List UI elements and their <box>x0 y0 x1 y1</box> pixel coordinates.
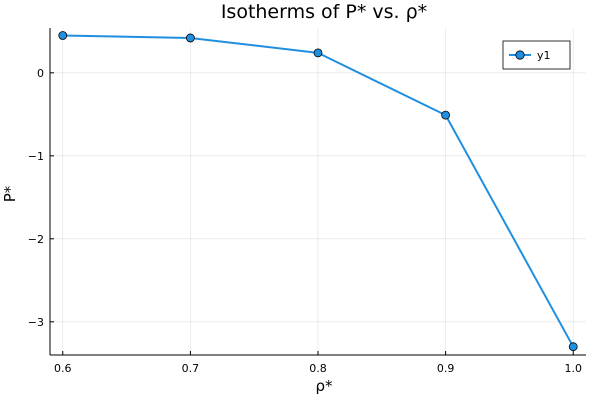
grid <box>50 28 586 355</box>
series <box>58 31 578 352</box>
x-tick-label: 0.6 <box>54 362 72 375</box>
ticks: 0.6 0.7 0.8 0.9 1.0 0 −1 −2 −3 <box>28 67 582 375</box>
y-tick-label: 0 <box>37 67 44 80</box>
x-tick-label: 0.8 <box>309 362 327 375</box>
data-point <box>313 48 323 58</box>
y-tick-label: −2 <box>28 233 44 246</box>
y-axis-label: P* <box>1 185 19 202</box>
legend: y1 <box>502 40 571 70</box>
legend-label: y1 <box>537 49 551 62</box>
data-point <box>441 110 451 120</box>
data-point <box>185 33 195 43</box>
data-point <box>568 342 578 352</box>
data-point <box>58 31 68 40</box>
x-tick-label: 0.9 <box>437 362 455 375</box>
x-tick-label: 1.0 <box>564 362 582 375</box>
y-tick-label: −3 <box>28 316 44 329</box>
x-tick-label: 0.7 <box>182 362 200 375</box>
legend-marker <box>515 50 525 60</box>
y-tick-label: −1 <box>28 150 44 163</box>
x-axis-label: ρ* <box>315 377 333 395</box>
chart-title: Isotherms of P* vs. ρ* <box>221 1 427 23</box>
